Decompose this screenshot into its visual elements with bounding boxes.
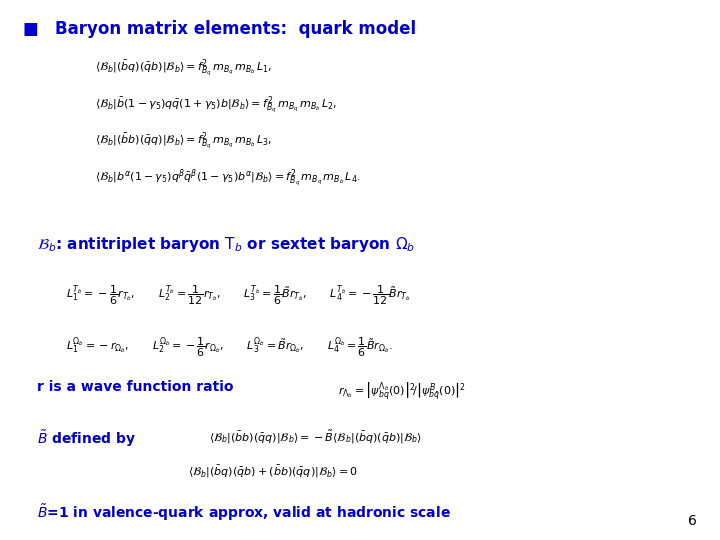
Text: $\mathcal{B}_b$: antitriplet baryon $\mathrm{T}_b$ or sextet baryon $\Omega_b$: $\mathcal{B}_b$: antitriplet baryon $\ma… <box>37 235 415 254</box>
Text: $L_1^{T_b} = -\dfrac{1}{6}r_{T_b},\quad\quad L_2^{T_b} = \dfrac{1}{12}r_{T_b},\q: $L_1^{T_b} = -\dfrac{1}{6}r_{T_b},\quad\… <box>66 284 410 307</box>
Text: r is a wave function ratio: r is a wave function ratio <box>37 380 234 394</box>
Text: $\langle\mathcal{B}_b|(\bar{b}b)(\bar{q}q)|\mathcal{B}_b\rangle = f^2_{B_q}\, m_: $\langle\mathcal{B}_b|(\bar{b}b)(\bar{q}… <box>94 131 271 152</box>
Text: $\langle\mathcal{B}_b|b^\alpha(1-\gamma_5)q^\beta\bar{q}^\beta(1-\gamma_5)b^\alp: $\langle\mathcal{B}_b|b^\alpha(1-\gamma_… <box>94 167 360 190</box>
Text: $\tilde{B}$=1 in valence-quark approx, valid at hadronic scale: $\tilde{B}$=1 in valence-quark approx, v… <box>37 502 451 523</box>
Text: $\tilde{B}$ defined by: $\tilde{B}$ defined by <box>37 428 137 449</box>
Text: $L_1^{\Omega_b} = -r_{\Omega_b},\quad\quad L_2^{\Omega_b} = -\dfrac{1}{6}r_{\Ome: $L_1^{\Omega_b} = -r_{\Omega_b},\quad\qu… <box>66 335 392 359</box>
Text: $\langle\mathcal{B}_b|\bar{b}(1-\gamma_5)q\bar{q}(1+\gamma_5)b|\mathcal{B}_b\ran: $\langle\mathcal{B}_b|\bar{b}(1-\gamma_5… <box>94 94 337 116</box>
Text: Baryon matrix elements:  quark model: Baryon matrix elements: quark model <box>55 20 416 38</box>
Text: $\langle\mathcal{B}_b|(\bar{b}q)(\bar{q}b)|\mathcal{B}_b\rangle = f^2_{B_q}\, m_: $\langle\mathcal{B}_b|(\bar{b}q)(\bar{q}… <box>94 58 271 79</box>
Text: $\langle\mathcal{B}_b|(\bar{b}q)(\bar{q}b) + (\bar{b}b)(\bar{q}q)|\mathcal{B}_b\: $\langle\mathcal{B}_b|(\bar{b}q)(\bar{q}… <box>188 463 358 480</box>
Text: 6: 6 <box>688 514 697 528</box>
Text: $\langle\mathcal{B}_b|(\bar{b}b)(\bar{q}q)|\mathcal{B}_b\rangle = -\tilde{B}\lan: $\langle\mathcal{B}_b|(\bar{b}b)(\bar{q}… <box>210 428 423 446</box>
Text: $r_{\Lambda_b} = \left|\psi^{\Lambda_b}_{bq}(0)\right|^2\!/\left|\psi^{B}_{b\bar: $r_{\Lambda_b} = \left|\psi^{\Lambda_b}_… <box>338 380 467 403</box>
Text: ■: ■ <box>23 20 39 38</box>
